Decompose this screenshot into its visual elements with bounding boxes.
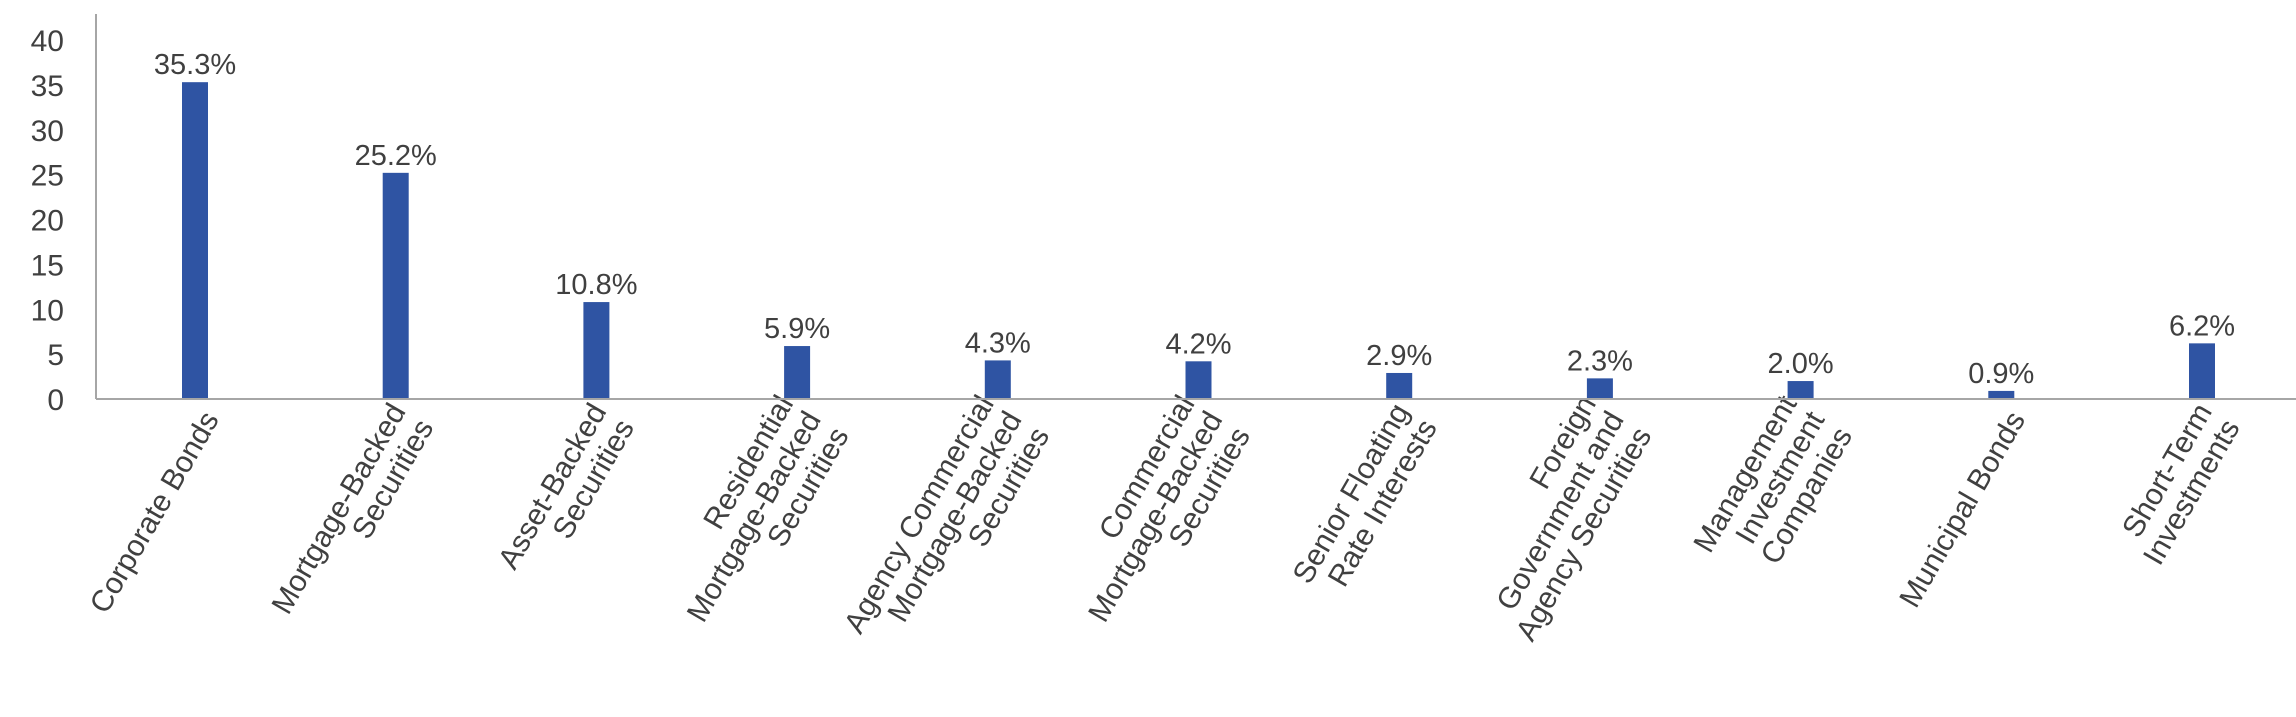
y-tick-label: 20 bbox=[31, 205, 64, 238]
data-label: 4.3% bbox=[965, 327, 1031, 359]
data-label: 5.9% bbox=[764, 313, 830, 345]
bar bbox=[1787, 381, 1814, 399]
y-axis-ticks: 0 5 10 15 20 25 30 35 40 bbox=[31, 25, 64, 417]
category-label: Corporate Bonds bbox=[84, 406, 226, 619]
y-tick-label: 35 bbox=[31, 70, 64, 103]
data-label: 6.2% bbox=[2169, 310, 2235, 342]
bars bbox=[182, 82, 2215, 400]
bar bbox=[1586, 378, 1613, 399]
y-tick-label: 0 bbox=[47, 384, 64, 417]
data-label: 25.2% bbox=[355, 140, 437, 172]
data-label: 4.2% bbox=[1165, 328, 1231, 360]
bar bbox=[382, 172, 409, 399]
bar bbox=[182, 82, 208, 400]
category-labels: Corporate Bonds Mortgage-BackedSecurities… bbox=[84, 389, 2247, 646]
bar bbox=[784, 346, 811, 399]
y-tick-label: 40 bbox=[31, 25, 64, 58]
bar bbox=[984, 360, 1011, 399]
bar bbox=[1988, 390, 2015, 399]
bar bbox=[583, 302, 610, 399]
y-tick-label: 5 bbox=[47, 339, 64, 372]
data-label: 10.8% bbox=[555, 269, 637, 301]
y-tick-label: 25 bbox=[31, 160, 64, 193]
data-label: 2.0% bbox=[1768, 348, 1834, 380]
data-label: 0.9% bbox=[1968, 358, 2034, 390]
y-tick-label: 10 bbox=[31, 294, 64, 327]
data-label: 35.3% bbox=[154, 49, 236, 81]
bar bbox=[1185, 361, 1212, 399]
bar bbox=[1386, 372, 1413, 399]
y-tick-label: 15 bbox=[31, 249, 64, 282]
bar bbox=[2189, 343, 2215, 399]
data-label: 2.9% bbox=[1366, 340, 1432, 372]
y-tick-label: 30 bbox=[31, 115, 64, 148]
category-label-line: Corporate Bonds bbox=[84, 406, 226, 619]
category-label: Municipal Bonds bbox=[1893, 406, 2032, 613]
category-label-line: Municipal Bonds bbox=[1893, 406, 2032, 613]
category-label: Agency CommercialMortgage-BackedSecuriti… bbox=[838, 390, 1056, 639]
data-labels: 35.3% 25.2% 10.8% 5.9% 4.3% 4.2% 2.9% 2.3% 2.0% 0… bbox=[154, 49, 2235, 390]
data-label: 2.3% bbox=[1567, 345, 1633, 377]
